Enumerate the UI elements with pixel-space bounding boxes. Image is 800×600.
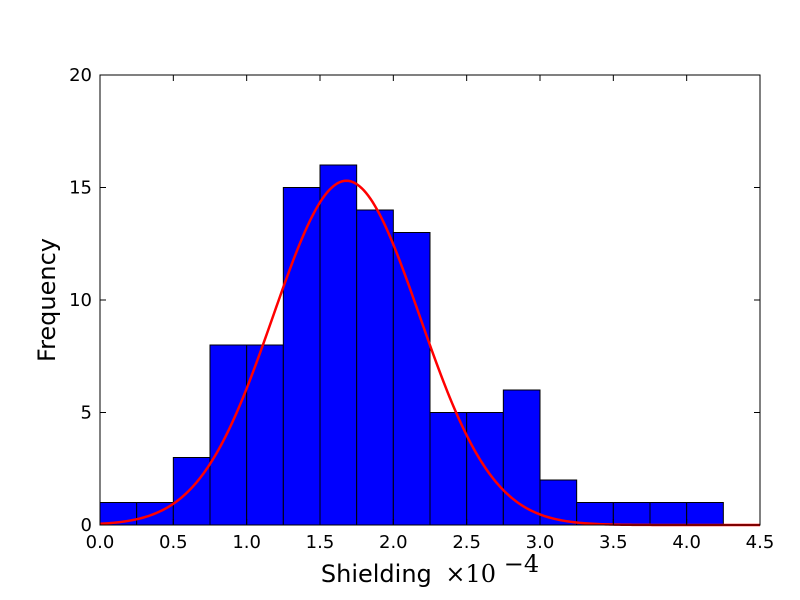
y-tick-label: 15 (69, 178, 92, 199)
histogram-bar (392, 232, 431, 526)
bars-layer (99, 164, 724, 526)
x-tick-label: 4.5 (746, 532, 775, 553)
x-tick-label: 2.0 (379, 532, 408, 553)
x-axis-label: Shielding (321, 560, 432, 588)
histogram-bar (649, 502, 688, 526)
y-axis-title: Frequency (33, 238, 61, 362)
y-tick-label: 20 (69, 65, 92, 86)
y-tick-label: 10 (69, 290, 92, 311)
histogram-bar (356, 209, 394, 526)
y-tick-label: 5 (81, 403, 92, 424)
x-tick-labels: 0.0 0.5 1.0 1.5 2.0 2.5 3.0 3.5 4.0 4.5 (86, 532, 775, 553)
histogram-bar (502, 389, 541, 526)
x-tick-label: 1.5 (306, 532, 335, 553)
x-axis-exponent: −4 (504, 550, 539, 578)
x-tick-label: 0.5 (159, 532, 188, 553)
histogram-bar (576, 502, 614, 526)
x-tick-label: 0.0 (86, 532, 115, 553)
x-axis-title: Shielding ×10 −4 (321, 550, 539, 588)
histogram-bar (209, 344, 248, 526)
x-axis-multiplier: ×10 (445, 560, 496, 588)
x-tick-label: 4.0 (672, 532, 701, 553)
y-tick-label: 0 (81, 515, 92, 536)
ticks-layer (99, 74, 761, 526)
histogram-bar (539, 479, 578, 526)
histogram-bar (429, 412, 468, 526)
histogram-bar (172, 457, 211, 526)
x-tick-label: 3.0 (526, 532, 555, 553)
y-tick-labels: 0 5 10 15 20 (69, 65, 92, 536)
histogram-bar (319, 164, 358, 526)
histogram-bar (612, 502, 651, 526)
x-tick-label: 3.5 (599, 532, 628, 553)
histogram-bar (686, 502, 724, 526)
x-tick-label: 1.0 (232, 532, 261, 553)
x-tick-label: 2.5 (452, 532, 481, 553)
